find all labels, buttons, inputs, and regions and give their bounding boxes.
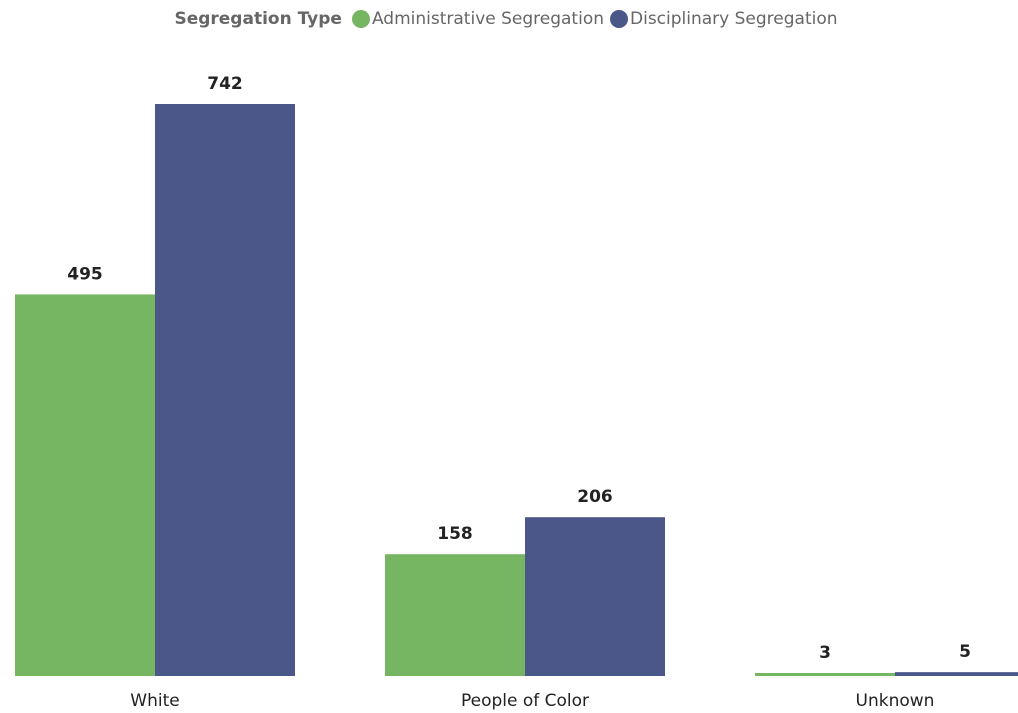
legend: Segregation Type Administrative Segregat… [0,6,1018,32]
bar-white-administrative-segregation[interactable] [15,294,155,676]
bar-people-of-color-administrative-segregation[interactable] [385,554,525,676]
legend-title: Segregation Type [174,9,342,29]
data-label-people-of-color-disciplinary-segregation: 206 [577,487,613,507]
bar-unknown-administrative-segregation[interactable] [755,673,895,676]
bar-people-of-color-disciplinary-segregation[interactable] [525,517,665,676]
x-tick-label-unknown: Unknown [856,691,935,711]
data-label-white-administrative-segregation: 495 [67,264,103,284]
data-label-unknown-disciplinary-segregation: 5 [959,642,971,662]
bar-unknown-disciplinary-segregation[interactable] [895,672,1018,676]
data-label-white-disciplinary-segregation: 742 [207,74,243,94]
legend-label-disciplinary: Disciplinary Segregation [630,9,838,29]
legend-swatch-administrative-icon [351,10,370,28]
legend-entry-administrative[interactable]: Administrative Segregation [351,9,605,29]
legend-swatch-disciplinary-icon [610,10,629,28]
x-tick-label-white: White [130,691,179,711]
legend-label-administrative: Administrative Segregation [371,9,605,29]
data-label-people-of-color-administrative-segregation: 158 [437,524,473,544]
bar-white-disciplinary-segregation[interactable] [155,104,295,676]
legend-entry-disciplinary[interactable]: Disciplinary Segregation [610,9,838,29]
data-label-unknown-administrative-segregation: 3 [819,643,831,663]
x-tick-label-people-of-color: People of Color [461,691,589,711]
